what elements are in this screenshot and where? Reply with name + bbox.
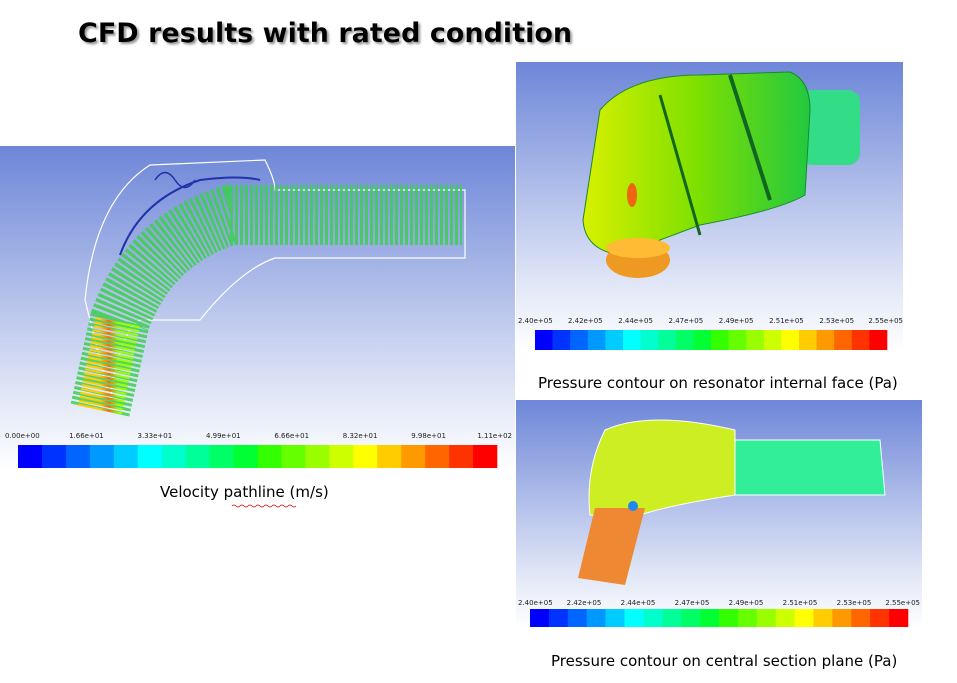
colorbar-swatch xyxy=(552,330,571,350)
colorbar-swatch xyxy=(640,330,659,350)
colorbar-swatch xyxy=(473,445,498,468)
colorbar-swatch xyxy=(781,330,800,350)
colorbar-swatch xyxy=(870,609,890,627)
colorbar-swatch xyxy=(18,445,43,468)
colorbar-swatch xyxy=(756,609,776,627)
colorbar-label: 2.40e+05 xyxy=(518,599,553,607)
colorbar-swatch xyxy=(816,330,835,350)
caption: Pressure contour on central section plan… xyxy=(551,652,897,670)
colorbar-label: 2.47e+05 xyxy=(675,599,710,607)
colorbar-label: 0.00e+00 xyxy=(5,432,40,440)
colorbar-swatch xyxy=(719,609,739,627)
colorbar-label: 8.32e+01 xyxy=(343,432,378,440)
colorbar-swatch xyxy=(567,609,587,627)
colorbar-label: 2.42e+05 xyxy=(568,317,603,325)
colorbar-swatch xyxy=(587,330,606,350)
colorbar-label: 2.55e+05 xyxy=(868,317,903,325)
colorbar-label: 2.42e+05 xyxy=(567,599,602,607)
colorbar-label: 2.53e+05 xyxy=(819,317,854,325)
colorbar-swatch xyxy=(799,330,817,350)
colorbar-swatch xyxy=(728,330,747,350)
colorbar-swatch xyxy=(377,445,402,468)
colorbar-swatch xyxy=(535,330,553,350)
colorbar-label: 6.66e+01 xyxy=(274,432,309,440)
colorbar-swatch xyxy=(662,609,682,627)
colorbar-swatch xyxy=(711,330,729,350)
caption: Pressure contour on resonator internal f… xyxy=(538,374,898,392)
colorbar-swatch xyxy=(658,330,677,350)
colorbar-swatch xyxy=(851,330,870,350)
colorbar-swatch xyxy=(401,445,426,468)
colorbar-swatch xyxy=(737,609,758,627)
colorbar-swatch xyxy=(623,330,641,350)
colorbar-swatch xyxy=(425,445,450,468)
colorbar-label: 2.49e+05 xyxy=(729,599,764,607)
colorbar-label: 2.55e+05 xyxy=(885,599,920,607)
colorbar-swatch xyxy=(746,330,765,350)
colorbar-swatch xyxy=(161,445,186,468)
colorbar-swatch xyxy=(775,609,795,627)
colorbar-swatch xyxy=(834,330,853,350)
colorbar-swatch xyxy=(353,445,378,468)
colorbar-swatch xyxy=(586,609,606,627)
colorbar-swatch xyxy=(605,609,625,627)
colorbar-label: 2.40e+05 xyxy=(518,317,553,325)
colorbar-swatch xyxy=(530,609,550,627)
colorbar-label: 1.11e+02 xyxy=(477,432,512,440)
slide-title: CFD results with rated condition xyxy=(78,18,572,49)
colorbar-swatch xyxy=(869,330,888,350)
colorbar-swatch xyxy=(257,445,282,468)
colorbar-swatch xyxy=(329,445,354,468)
colorbar-label: 9.98e+01 xyxy=(411,432,446,440)
colorbar-swatch xyxy=(851,609,871,627)
caption: Velocity pathline (m/s) xyxy=(160,483,329,501)
colorbar-swatch xyxy=(305,445,330,468)
colorbar-swatch xyxy=(233,445,258,468)
colorbar-label: 2.47e+05 xyxy=(669,317,704,325)
colorbar-swatch xyxy=(624,609,644,627)
colorbar-swatch xyxy=(693,330,712,350)
colorbar-label: 2.44e+05 xyxy=(621,599,656,607)
spell-underline xyxy=(231,504,297,508)
colorbar-swatch xyxy=(570,330,589,350)
colorbar-swatch xyxy=(643,609,663,627)
colorbar-swatch xyxy=(185,445,210,468)
colorbar-swatch xyxy=(832,609,852,627)
resonator-face-image xyxy=(516,62,903,352)
colorbar-swatch xyxy=(137,445,162,468)
colorbar-swatch xyxy=(763,330,782,350)
colorbar-label: 2.44e+05 xyxy=(618,317,653,325)
colorbar-swatch xyxy=(889,609,909,627)
colorbar-swatch xyxy=(675,330,694,350)
colorbar-swatch xyxy=(65,445,91,468)
colorbar-swatch xyxy=(113,445,139,468)
colorbar-label: 4.99e+01 xyxy=(206,432,241,440)
colorbar-label: 1.66e+01 xyxy=(69,432,104,440)
colorbar-label: 2.53e+05 xyxy=(837,599,872,607)
colorbar-swatch xyxy=(813,609,833,627)
pathline-image xyxy=(0,146,515,471)
colorbar-swatch xyxy=(89,445,115,468)
colorbar-swatch xyxy=(548,609,569,627)
colorbar-label: 3.33e+01 xyxy=(138,432,173,440)
colorbar-swatch xyxy=(41,445,67,468)
colorbar-swatch xyxy=(281,445,306,468)
colorbar-swatch xyxy=(794,609,814,627)
colorbar-swatch xyxy=(681,609,701,627)
colorbar-label: 2.49e+05 xyxy=(719,317,754,325)
colorbar-label: 2.51e+05 xyxy=(769,317,804,325)
section-plane-image xyxy=(516,400,922,628)
colorbar-swatch xyxy=(449,445,474,468)
colorbar-label: 2.51e+05 xyxy=(783,599,818,607)
colorbar-swatch xyxy=(209,445,234,468)
colorbar-swatch xyxy=(605,330,624,350)
colorbar-swatch xyxy=(700,609,720,627)
